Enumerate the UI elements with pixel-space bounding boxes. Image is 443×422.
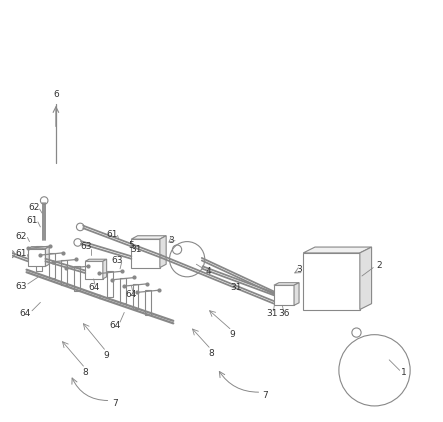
Text: 61: 61 bbox=[16, 249, 27, 258]
Text: 7: 7 bbox=[112, 399, 117, 408]
Text: 8: 8 bbox=[208, 349, 214, 358]
Circle shape bbox=[7, 250, 15, 258]
Text: 62: 62 bbox=[16, 232, 27, 241]
Text: 4: 4 bbox=[205, 267, 211, 276]
Bar bbox=[74, 266, 80, 292]
Bar bbox=[120, 278, 126, 303]
Text: 36: 36 bbox=[278, 309, 289, 318]
Text: 64: 64 bbox=[19, 309, 31, 318]
Polygon shape bbox=[85, 261, 103, 279]
Polygon shape bbox=[303, 247, 372, 253]
Text: 64: 64 bbox=[88, 283, 99, 292]
Text: 9: 9 bbox=[229, 330, 235, 339]
Circle shape bbox=[40, 197, 48, 204]
Text: 3: 3 bbox=[168, 236, 174, 245]
Circle shape bbox=[74, 239, 82, 246]
Bar bbox=[62, 260, 67, 285]
Text: 6: 6 bbox=[53, 90, 59, 99]
Text: 63: 63 bbox=[112, 256, 123, 265]
Polygon shape bbox=[28, 249, 46, 266]
Polygon shape bbox=[360, 247, 372, 309]
Polygon shape bbox=[303, 253, 360, 309]
Polygon shape bbox=[274, 285, 294, 306]
Text: 31: 31 bbox=[266, 309, 278, 318]
Text: 31: 31 bbox=[130, 245, 141, 254]
Polygon shape bbox=[132, 236, 166, 239]
Polygon shape bbox=[85, 259, 107, 261]
Text: 62: 62 bbox=[28, 203, 39, 212]
Text: 61: 61 bbox=[106, 230, 117, 238]
Polygon shape bbox=[160, 236, 166, 268]
Text: 64: 64 bbox=[109, 321, 120, 330]
Polygon shape bbox=[132, 239, 160, 268]
Text: 63: 63 bbox=[16, 282, 27, 291]
Text: 64: 64 bbox=[126, 289, 137, 298]
Bar bbox=[132, 284, 139, 309]
Text: 2: 2 bbox=[376, 261, 381, 270]
Polygon shape bbox=[46, 246, 49, 266]
Text: 61: 61 bbox=[26, 216, 38, 225]
Text: 8: 8 bbox=[82, 368, 88, 377]
Text: 1: 1 bbox=[401, 368, 407, 377]
Text: 5: 5 bbox=[128, 241, 134, 250]
Bar bbox=[36, 246, 42, 271]
Circle shape bbox=[77, 223, 84, 231]
Text: 3: 3 bbox=[296, 265, 302, 274]
Bar bbox=[49, 253, 54, 278]
Text: 7: 7 bbox=[263, 390, 268, 400]
Polygon shape bbox=[274, 283, 299, 285]
Text: 9: 9 bbox=[103, 351, 109, 360]
Text: 31: 31 bbox=[230, 283, 242, 292]
Polygon shape bbox=[28, 246, 49, 249]
Polygon shape bbox=[294, 283, 299, 306]
Text: 63: 63 bbox=[81, 242, 92, 251]
Bar bbox=[145, 290, 151, 315]
Bar bbox=[108, 271, 113, 297]
Polygon shape bbox=[103, 259, 107, 279]
